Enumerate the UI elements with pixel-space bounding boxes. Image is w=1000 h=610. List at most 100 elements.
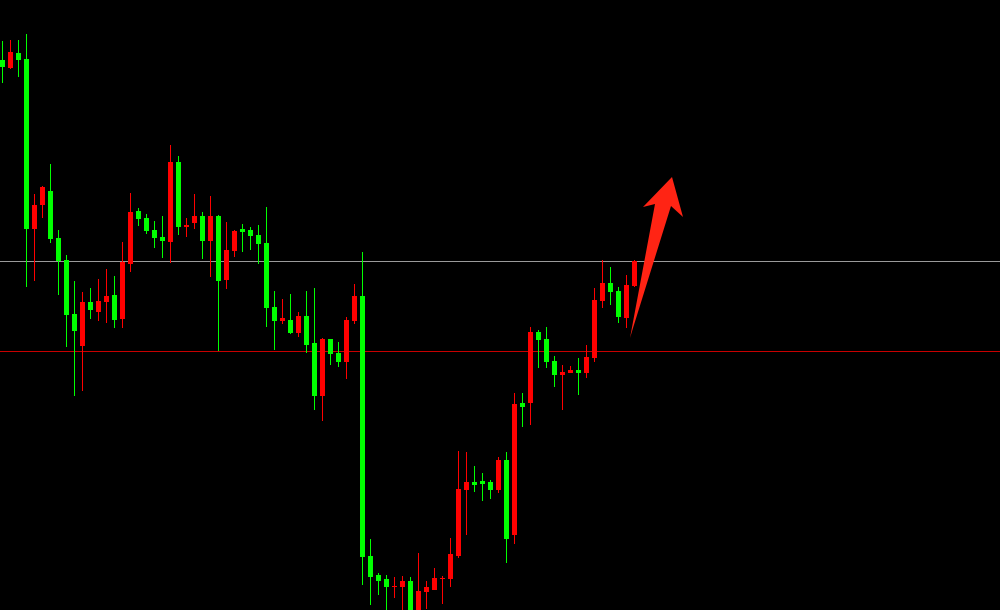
candle-wick xyxy=(482,473,483,501)
candle xyxy=(320,338,325,421)
candle xyxy=(88,288,93,319)
candle-body xyxy=(440,578,445,579)
candle-wick xyxy=(258,225,259,264)
candle-body xyxy=(432,578,437,590)
candle-wick xyxy=(218,215,219,351)
candle-wick xyxy=(250,227,251,250)
candle-body xyxy=(160,237,165,241)
candle-body xyxy=(408,581,413,610)
candle-body xyxy=(240,229,245,232)
candle xyxy=(432,568,437,590)
candle xyxy=(560,365,565,410)
candle-body xyxy=(152,230,157,238)
candle-wick xyxy=(426,581,427,609)
candle-body xyxy=(472,482,477,485)
candle xyxy=(584,345,589,378)
candle-body xyxy=(304,316,309,345)
candle xyxy=(192,194,197,229)
candle-body xyxy=(424,587,429,592)
candle-body xyxy=(544,339,549,362)
candle xyxy=(8,40,13,69)
candle xyxy=(312,288,317,410)
candle xyxy=(328,339,333,365)
candle-body xyxy=(480,481,485,484)
candle xyxy=(304,291,309,353)
candle xyxy=(168,145,173,263)
candle-body xyxy=(496,460,501,490)
candle xyxy=(152,221,157,248)
candle xyxy=(96,279,101,321)
candle xyxy=(336,342,341,367)
candle-body xyxy=(504,460,509,539)
candle-body xyxy=(584,357,589,373)
candle xyxy=(104,269,109,323)
candle-body xyxy=(32,205,37,229)
candle xyxy=(264,207,269,327)
candle xyxy=(616,287,621,323)
candle xyxy=(160,216,165,258)
candle-body xyxy=(360,296,365,557)
candle xyxy=(184,218,189,237)
candle xyxy=(480,473,485,501)
candle-body xyxy=(592,300,597,358)
candle xyxy=(464,452,469,535)
candle-body xyxy=(80,302,85,346)
candle-wick xyxy=(522,393,523,427)
candle-body xyxy=(112,295,117,320)
candle-body xyxy=(96,301,101,312)
candle-body xyxy=(232,231,237,251)
candle-body xyxy=(272,307,277,321)
candle-body xyxy=(248,230,253,236)
candle-body xyxy=(392,586,397,587)
candle-body xyxy=(624,285,629,318)
candle xyxy=(64,255,69,347)
candle xyxy=(144,214,149,234)
candle-body xyxy=(48,191,53,239)
candle-body xyxy=(488,482,493,490)
candle-body xyxy=(560,372,565,375)
candle-body xyxy=(608,283,613,292)
candle-body xyxy=(24,59,29,229)
candle xyxy=(424,581,429,609)
candle xyxy=(440,576,445,604)
candle xyxy=(200,212,205,259)
candle xyxy=(176,156,181,235)
candle xyxy=(360,252,365,585)
candle xyxy=(504,452,509,563)
candle xyxy=(632,260,637,287)
candle-wick xyxy=(386,575,387,610)
candle xyxy=(128,193,133,272)
candle xyxy=(216,215,221,351)
candle xyxy=(120,242,125,328)
candle-wick xyxy=(394,577,395,598)
candle-body xyxy=(216,216,221,281)
candle xyxy=(592,288,597,362)
candle-body xyxy=(16,53,21,60)
candle xyxy=(352,284,357,324)
candle-wick xyxy=(34,194,35,281)
candle xyxy=(600,260,605,308)
candle-wick xyxy=(442,576,443,604)
candle xyxy=(608,267,613,305)
candle-wick xyxy=(290,294,291,334)
candle xyxy=(136,208,141,226)
candle xyxy=(544,327,549,368)
candle-body xyxy=(376,575,381,581)
candle-body xyxy=(632,261,637,286)
candle-body xyxy=(448,554,453,579)
candle xyxy=(512,393,517,544)
candle xyxy=(624,275,629,328)
candle-wick xyxy=(58,230,59,295)
candle xyxy=(384,575,389,610)
candle xyxy=(0,41,5,83)
candle xyxy=(280,299,285,324)
candle-body xyxy=(64,260,69,315)
candle-wick xyxy=(578,358,579,395)
candle xyxy=(272,291,277,350)
candle-body xyxy=(296,316,301,333)
candle-wick xyxy=(242,224,243,252)
red-arrow-annotation xyxy=(630,177,683,338)
candle-body xyxy=(512,404,517,535)
candle-body xyxy=(576,370,581,373)
candle xyxy=(288,294,293,334)
